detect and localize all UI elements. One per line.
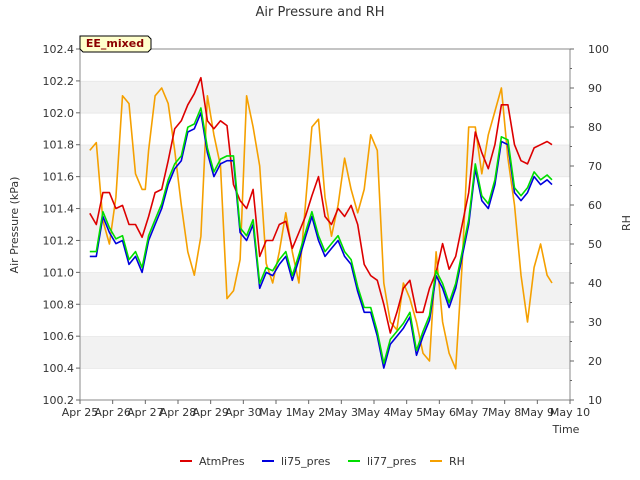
x-tick-label: Apr 26 (94, 406, 131, 419)
dataset-badge: EE_mixed (79, 35, 152, 53)
legend-label: li75_pres (281, 455, 331, 468)
y-right-tick-label: 40 (588, 277, 602, 290)
y-right-tick-label: 80 (588, 121, 602, 134)
grid-band (80, 368, 570, 400)
x-tick-label: May 10 (550, 406, 590, 419)
x-tick-label: May 8 (488, 406, 521, 419)
grid-band (80, 336, 570, 369)
dataset-badge-box (79, 35, 152, 53)
x-tick-label: May 3 (325, 406, 358, 419)
legend: AtmPres li75_pres li77_pres RH (180, 455, 465, 468)
y-right-tick-label: 70 (588, 160, 602, 173)
legend-label: AtmPres (199, 455, 245, 468)
y-left-tick-label: 101.4 (43, 203, 75, 216)
grid-band (80, 304, 570, 337)
y-left-tick-label: 101.2 (43, 234, 75, 247)
x-tick-label: May 9 (521, 406, 554, 419)
grid-band (80, 144, 570, 177)
legend-label: RH (449, 455, 465, 468)
grid-band (80, 112, 570, 145)
y-left-tick-label: 101.8 (43, 139, 75, 152)
x-tick-label: May 7 (455, 406, 488, 419)
y-right-tick-label: 100 (588, 43, 609, 56)
grid-band (80, 272, 570, 305)
x-tick-label: May 5 (390, 406, 423, 419)
y-right-tick-label: 20 (588, 355, 602, 368)
y-left-tick-label: 101.0 (43, 266, 75, 279)
y-left-tick-label: 102.4 (43, 43, 75, 56)
y-axis-right-label: RH (620, 215, 633, 231)
x-tick-label: Apr 25 (62, 406, 99, 419)
x-tick-label: May 6 (423, 406, 456, 419)
grid-band (80, 49, 570, 81)
y-left-tick-label: 100.4 (43, 362, 75, 375)
y-right-tick-label: 60 (588, 199, 602, 212)
y-axis-left-ticks: 100.2 100.4 100.6 100.8 101.0 101.2 101.4 101.6… (43, 43, 80, 407)
chart-title: Air Pressure and RH (255, 5, 384, 20)
y-right-tick-label: 50 (588, 238, 602, 251)
y-left-tick-label: 101.6 (43, 171, 75, 184)
y-left-tick-label: 100.2 (43, 394, 75, 407)
y-right-tick-label: 30 (588, 316, 602, 329)
x-tick-label: May 1 (259, 406, 292, 419)
series-line-atmpres (89, 76, 553, 334)
y-left-tick-label: 102.2 (43, 75, 75, 88)
y-left-tick-label: 100.6 (43, 330, 75, 343)
y-left-tick-label: 102.0 (43, 107, 75, 120)
dataset-badge-label: EE_mixed (86, 37, 144, 50)
y-left-tick-label: 100.8 (43, 298, 75, 311)
y-axis-right-ticks: 10 20 30 40 50 60 70 80 90 100 (570, 43, 609, 407)
x-tick-label: Apr 29 (192, 406, 229, 419)
x-tick-label: Apr 28 (160, 406, 197, 419)
x-axis-label: Time (552, 423, 580, 436)
series-line-li75-pres (89, 112, 553, 369)
x-tick-label: May 4 (357, 406, 390, 419)
y-right-tick-label: 90 (588, 82, 602, 95)
x-tick-label: Apr 30 (225, 406, 262, 419)
series-layer (89, 76, 553, 370)
legend-label: li77_pres (367, 455, 417, 468)
series-line-li77-pres (89, 107, 553, 365)
y-axis-left-label: Air Pressure (kPa) (8, 177, 21, 274)
x-tick-label: Apr 27 (127, 406, 164, 419)
x-tick-label: May 2 (292, 406, 325, 419)
series-line-rh (89, 87, 553, 370)
y-right-tick-label: 10 (588, 394, 602, 407)
grid-band (80, 80, 570, 113)
